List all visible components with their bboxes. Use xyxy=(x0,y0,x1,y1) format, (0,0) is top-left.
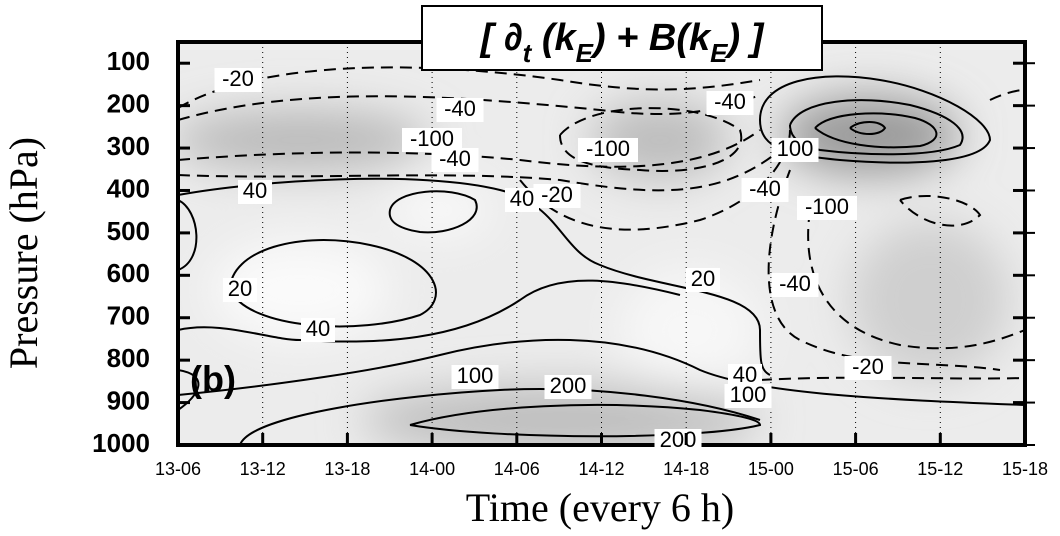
x-tick-label: 15-12 xyxy=(917,459,963,479)
y-tick-label: 400 xyxy=(107,173,150,203)
contour-label-bg xyxy=(724,384,772,408)
contour-label-bg xyxy=(451,365,499,389)
contour-label: 40 xyxy=(306,316,330,341)
contour-label-bg xyxy=(771,273,819,297)
contour-label-bg xyxy=(505,188,539,212)
y-axis-label: Pressure (hPa) xyxy=(1,137,46,369)
x-axis-label: Time (every 6 h) xyxy=(466,485,734,530)
contour-label: -40 xyxy=(444,96,476,121)
contour-label-bg xyxy=(214,68,262,92)
y-tick-label: 500 xyxy=(107,216,150,246)
x-tick-label: 14-06 xyxy=(494,459,540,479)
title-part: t xyxy=(523,38,533,68)
title-part: E xyxy=(710,38,728,68)
x-tick-label: 14-00 xyxy=(409,459,455,479)
title-box xyxy=(421,5,823,71)
y-tick-label: 600 xyxy=(107,258,150,288)
contour-label-bg xyxy=(706,91,754,115)
title-part: ) + B(k xyxy=(589,17,712,59)
contour-label-bg xyxy=(741,178,789,202)
x-tick-label: 14-12 xyxy=(578,459,624,479)
contour-label-bg xyxy=(436,98,484,122)
contour-label-bg xyxy=(533,184,581,208)
contour-label: -20 xyxy=(852,354,884,379)
contour-label-bg xyxy=(771,138,819,162)
contour-label: 200 xyxy=(660,427,697,452)
y-tick-label: 300 xyxy=(107,131,150,161)
title-part: ) ] xyxy=(724,17,765,59)
y-tick-label: 800 xyxy=(107,343,150,373)
shading xyxy=(178,42,1025,445)
contour-label-bg xyxy=(223,278,257,302)
contour-label-bg xyxy=(301,318,335,342)
contour-label-bg xyxy=(238,180,272,204)
contour-label-bg xyxy=(544,375,592,399)
x-tick-label: 13-18 xyxy=(324,459,370,479)
x-tick-label: 13-06 xyxy=(155,459,201,479)
panel-label: (b) xyxy=(190,359,236,400)
contour-label: 200 xyxy=(550,373,587,398)
contour-label: -100 xyxy=(805,194,849,219)
x-tick-label: 14-18 xyxy=(663,459,709,479)
y-tick-label: 700 xyxy=(107,301,150,331)
contour-label: -40 xyxy=(749,176,781,201)
contour-label: 40 xyxy=(733,362,757,387)
contour-label-bg xyxy=(844,356,892,380)
contour-label-bg xyxy=(431,148,479,172)
contour-label-bg xyxy=(797,196,857,220)
contour-label: 100 xyxy=(730,382,767,407)
contour-label: -20 xyxy=(222,66,254,91)
x-tick-label: 15-00 xyxy=(748,459,794,479)
title-part: [ xyxy=(480,17,504,59)
contour-label-bg xyxy=(686,268,720,292)
y-tick-label: 1000 xyxy=(92,428,150,458)
contour-label: -100 xyxy=(586,136,630,161)
chart-title: [ ∂t (kE) + B(kE) ] xyxy=(480,17,765,68)
contour-label: -40 xyxy=(439,146,471,171)
x-tick-label: 13-12 xyxy=(240,459,286,479)
contour-label: -100 xyxy=(410,126,454,151)
title-part: (k xyxy=(531,17,577,59)
y-tick-label: 200 xyxy=(107,89,150,119)
contour-label-bg xyxy=(654,429,702,453)
x-tick-label: 15-18 xyxy=(1002,459,1048,479)
title-part: ∂ xyxy=(504,17,523,59)
contour-label: 40 xyxy=(510,186,534,211)
title-part: E xyxy=(576,38,594,68)
contour-label: 100 xyxy=(777,136,814,161)
contour-label: -40 xyxy=(779,271,811,296)
contour-label: 20 xyxy=(228,276,252,301)
contour-label: 100 xyxy=(457,363,494,388)
contour-label-bg xyxy=(578,138,638,162)
x-tick-label: 15-06 xyxy=(833,459,879,479)
y-tick-label: 900 xyxy=(107,385,150,415)
contour-label: 20 xyxy=(691,266,715,291)
contour-label: 40 xyxy=(243,178,267,203)
contour-label: -40 xyxy=(714,89,746,114)
y-tick-label: 100 xyxy=(107,46,150,76)
contour-label: -20 xyxy=(541,182,573,207)
